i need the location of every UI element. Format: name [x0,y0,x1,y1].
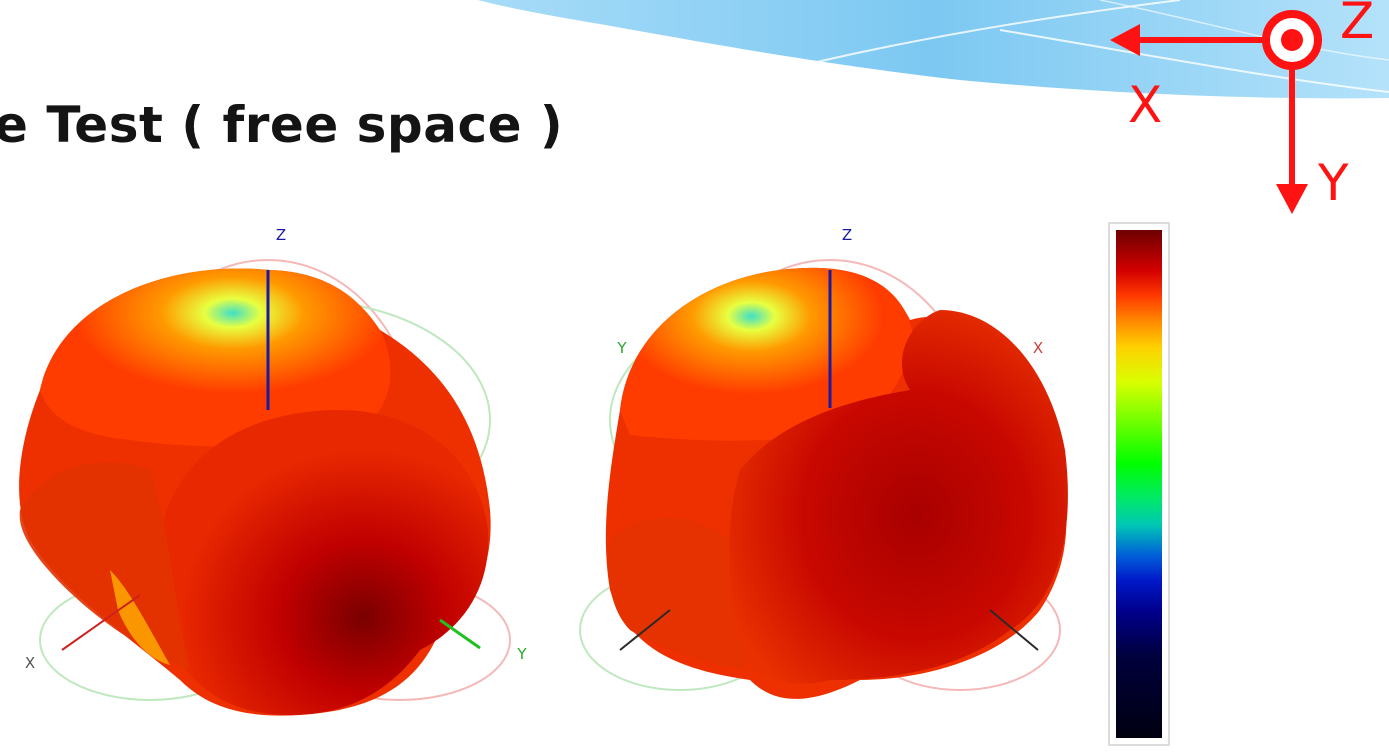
compass-x-label: X [1128,76,1163,134]
header-wave-banner [478,0,1389,99]
coordinate-compass [1110,10,1322,214]
color-scale-bar [1108,222,1170,746]
z-axis-label: Z [842,226,852,244]
compass-y-label: Y [1318,154,1349,212]
y-axis-label: Y [516,645,527,663]
y-axis-label: Y [616,339,627,357]
page-title: e Test ( free space ) [0,96,564,154]
color-scale-gradient [1116,230,1162,738]
radiation-pattern-plot-1: Z X Y [19,226,527,716]
z-axis-label: Z [276,226,286,244]
radiation-pattern-plot-2: Z Y X [579,226,1068,699]
x-axis-label: X [1033,339,1043,357]
x-axis-label: X [25,654,35,672]
compass-z-label: Z [1340,0,1375,50]
